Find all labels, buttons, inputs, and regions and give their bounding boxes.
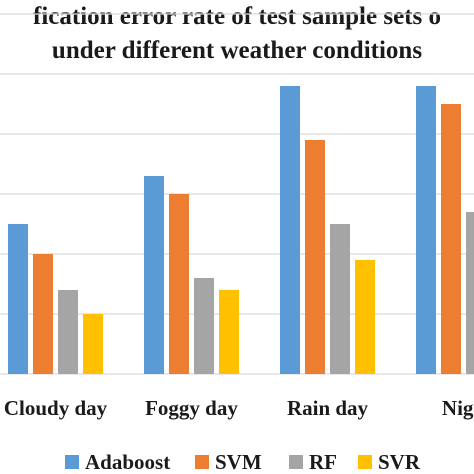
legend-label-svr: SVR [378,450,421,474]
bar-svr-foggy-day [219,290,239,374]
bar-svm-cloudy-day [33,254,53,374]
legend-label-adaboost: Adaboost [85,450,170,474]
legend-swatch-svr [358,455,372,469]
bar-adaboost-nigh [416,86,436,374]
bar-rf-foggy-day [194,278,214,374]
bar-svr-cloudy-day [83,314,103,374]
bar-adaboost-foggy-day [144,176,164,374]
bar-rf-rain-day [330,224,350,374]
bar-rf-nigh [466,212,474,374]
category-label: Foggy day [145,396,238,420]
category-label: Cloudy day [4,396,108,420]
chart-title-line-1: fication error rate of test sample sets … [33,3,441,30]
bar-svm-foggy-day [169,194,189,374]
chart-title-line-2: under different weather conditions [52,37,422,64]
bar-adaboost-cloudy-day [8,224,28,374]
legend-label-svm: SVM [215,450,262,474]
bar-rf-cloudy-day [58,290,78,374]
category-label: Rain day [287,396,369,420]
bar-svm-rain-day [305,140,325,374]
legend-swatch-svm [195,455,209,469]
category-labels: Cloudy day Foggy day Rain day Nigh [4,396,474,420]
category-label: Nigh [442,396,474,420]
legend-label-rf: RF [309,450,337,474]
bar-adaboost-rain-day [280,86,300,374]
legend: Adaboost SVM RF SVR [65,450,421,474]
legend-swatch-adaboost [65,455,79,469]
bar-svm-nigh [441,104,461,374]
bars [8,86,474,374]
legend-swatch-rf [289,455,303,469]
chart-title: fication error rate of test sample sets … [33,3,441,64]
bar-svr-rain-day [355,260,375,374]
